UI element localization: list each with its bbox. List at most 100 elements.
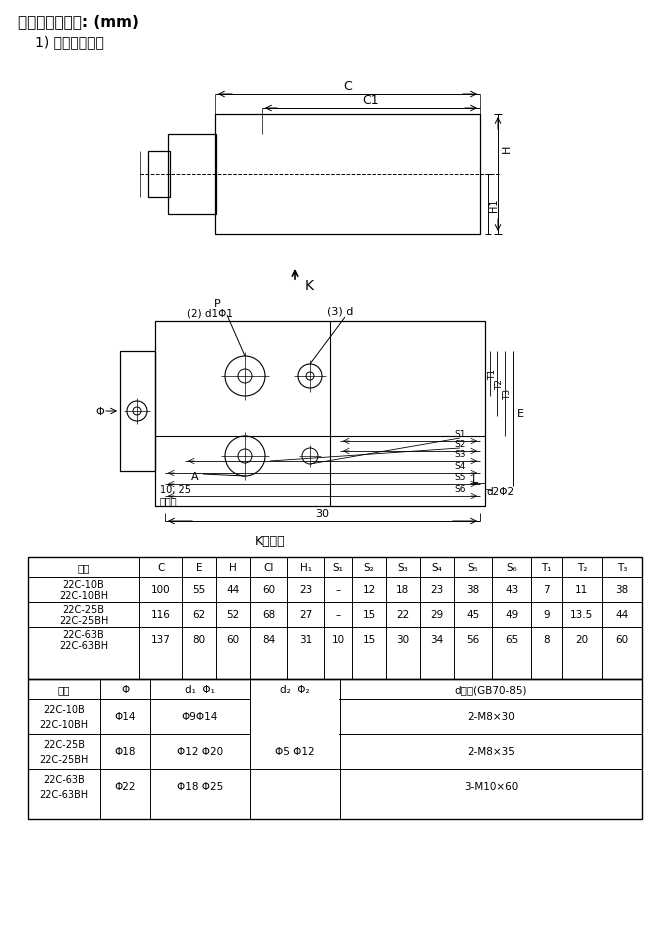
Text: S₁: S₁ [332,563,344,572]
Text: 11: 11 [576,585,588,595]
Text: 60: 60 [262,585,275,595]
Text: 22C-10BH: 22C-10BH [40,719,88,730]
Text: T₃: T₃ [617,563,627,572]
Text: d₂  Φ₂: d₂ Φ₂ [280,684,310,694]
Text: 56: 56 [466,634,480,645]
Text: S₂: S₂ [364,563,375,572]
Text: 65: 65 [505,634,519,645]
Text: 無此孔: 無此孔 [160,496,178,505]
Text: K: K [304,278,314,293]
Bar [120,351,155,471]
Text: (2) d1Φ1: (2) d1Φ1 [187,309,233,319]
Text: S1: S1 [454,430,466,439]
Text: –: – [336,610,341,620]
Text: 30: 30 [315,509,329,518]
Text: 1) 二位二通型：: 1) 二位二通型： [35,35,104,49]
Bar [28,680,642,819]
Text: Φ18: Φ18 [115,747,136,757]
Text: 44: 44 [615,610,628,620]
Text: 22C-25BH: 22C-25BH [40,754,88,765]
Text: Φ22: Φ22 [115,782,136,792]
Text: 12: 12 [362,585,376,595]
Text: 84: 84 [262,634,275,645]
Bar [168,135,216,215]
Text: Cl: Cl [263,563,274,572]
Text: 13.5: 13.5 [570,610,594,620]
Text: 34: 34 [430,634,444,645]
Text: 外形及安裝尺寸: (mm): 外形及安裝尺寸: (mm) [18,14,139,29]
Text: S₃: S₃ [397,563,408,572]
Text: 型號: 型號 [77,563,90,572]
Text: Φ5 Φ12: Φ5 Φ12 [275,747,315,757]
Text: 22C-63BH: 22C-63BH [40,789,88,800]
Text: 2-M8×35: 2-M8×35 [467,747,515,757]
Text: C: C [343,80,352,93]
Text: 100: 100 [151,585,170,595]
Text: 2-M8×30: 2-M8×30 [467,712,515,722]
Text: 7: 7 [543,585,549,595]
Text: T₁: T₁ [541,563,551,572]
Text: Φ12 Φ20: Φ12 Φ20 [177,747,223,757]
Text: (3) d: (3) d [327,307,353,316]
Text: C1: C1 [362,94,379,108]
Text: 22C-25B: 22C-25B [62,604,105,615]
Text: K向視圖: K向視圖 [255,535,285,548]
Text: 22C-10B: 22C-10B [43,704,85,714]
Text: S4: S4 [454,462,466,471]
Text: 型號: 型號 [58,684,70,694]
Text: S₅: S₅ [468,563,478,572]
Text: 23: 23 [299,585,312,595]
Text: Φ18 Φ25: Φ18 Φ25 [177,782,223,792]
Text: E: E [196,563,202,572]
Text: 8: 8 [543,634,549,645]
Text: 22C-63B: 22C-63B [63,630,105,639]
Text: 10: 10 [332,634,344,645]
Text: 62: 62 [192,610,206,620]
Text: –: – [336,585,341,595]
Text: T1: T1 [488,368,498,379]
Text: 44: 44 [226,585,240,595]
Text: 31: 31 [299,634,312,645]
Text: A: A [191,471,199,481]
Text: 60: 60 [615,634,628,645]
Text: 137: 137 [151,634,171,645]
Text: S6: S6 [454,485,466,494]
Text: Φ9Φ14: Φ9Φ14 [182,712,218,722]
Text: 22C-10BH: 22C-10BH [59,590,108,600]
Text: H1: H1 [489,198,499,211]
Text: 22C-63B: 22C-63B [43,774,85,784]
Text: 10, 25: 10, 25 [160,484,191,495]
Text: 38: 38 [615,585,628,595]
Text: H₁: H₁ [299,563,312,572]
Text: T2: T2 [496,379,505,390]
Text: 22C-25B: 22C-25B [43,739,85,749]
Text: 9: 9 [543,610,549,620]
Text: E: E [517,409,523,418]
Text: S₄: S₄ [431,563,442,572]
Text: 3-M10×60: 3-M10×60 [464,782,518,792]
Text: 22C-10B: 22C-10B [63,580,105,589]
Text: Φ: Φ [121,684,129,694]
Text: L: L [472,475,478,484]
Text: 49: 49 [505,610,519,620]
Text: Φ: Φ [96,407,105,416]
Text: 38: 38 [466,585,480,595]
Text: 55: 55 [192,585,206,595]
Text: T3: T3 [503,389,513,399]
Bar [155,322,485,507]
Text: d₁  Φ₁: d₁ Φ₁ [185,684,215,694]
Text: T₂: T₂ [577,563,587,572]
Text: Φ14: Φ14 [115,712,136,722]
Text: 15: 15 [362,634,376,645]
Text: 60: 60 [226,634,240,645]
Text: 22: 22 [396,610,409,620]
Text: d螺釘(GB70-85): d螺釘(GB70-85) [455,684,527,694]
Text: 23: 23 [430,585,444,595]
Text: 45: 45 [466,610,480,620]
Text: S3: S3 [454,450,466,459]
Text: 116: 116 [151,610,171,620]
Text: C: C [157,563,164,572]
Text: S2: S2 [454,440,466,449]
Text: 52: 52 [226,610,240,620]
Text: S₆: S₆ [507,563,517,572]
